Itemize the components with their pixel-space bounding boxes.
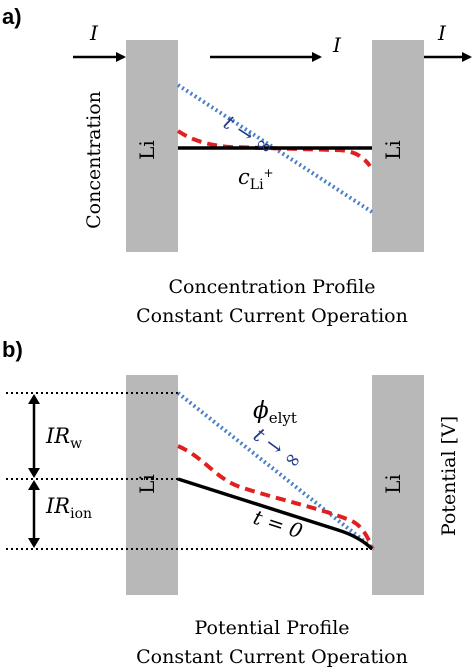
ir-w-arrow-head-top <box>28 394 40 404</box>
panel-b-phi-label: ϕelyt <box>253 398 297 427</box>
current-label-in: I <box>89 21 99 45</box>
panel-a-label: a) <box>2 4 22 29</box>
ir-ion-arrow-head-bottom <box>28 538 40 548</box>
panel-a: a) Li Li Concentration I I I t → ∞ cLi+ … <box>2 4 472 327</box>
ir-ion-label: IRion <box>45 494 92 522</box>
panel-b-right-electrode <box>372 375 424 595</box>
ir-ion-arrow-head-top <box>28 480 40 490</box>
panel-a-left-electrode-label: Li <box>135 140 159 160</box>
panel-b-left-electrode <box>126 375 178 595</box>
panel-a-right-electrode <box>372 40 424 252</box>
ir-ion-sub: ion <box>70 506 92 522</box>
panel-b-label: b) <box>2 337 23 362</box>
ir-w-label: IRw <box>45 424 82 452</box>
ir-ion-main: IR <box>45 494 70 518</box>
panel-b-phi-sub: elyt <box>269 409 297 427</box>
panel-b-initial-line <box>177 477 374 551</box>
ir-w-main: IR <box>45 424 70 448</box>
panel-a-left-electrode <box>126 40 178 252</box>
panel-b-steady-state-line <box>176 391 376 551</box>
ir-w-arrow-head-bottom <box>28 468 40 478</box>
panel-a-right-electrode-label: Li <box>381 140 405 160</box>
panel-a-conc-main: c <box>238 165 250 189</box>
current-label-out: I <box>437 21 447 45</box>
panel-b: b) Li Li Potential [V] IRw IRion ϕelyt t… <box>2 337 460 668</box>
panel-a-caption-line2: Constant Current Operation <box>136 305 408 327</box>
panel-b-y-axis-label: Potential [V] <box>438 416 460 536</box>
current-label-middle: I <box>332 33 342 57</box>
panel-b-intermediate-curve <box>177 444 374 549</box>
ir-w-sub: w <box>70 436 82 452</box>
panel-a-caption-line1: Concentration Profile <box>168 276 375 298</box>
panel-b-right-electrode-label: Li <box>381 474 405 494</box>
panel-b-left-electrode-label: Li <box>135 474 159 494</box>
panel-b-caption-line1: Potential Profile <box>194 617 349 639</box>
panel-a-conc-sub: Li <box>250 177 264 193</box>
panel-b-caption-line2: Constant Current Operation <box>136 646 408 668</box>
panel-a-y-axis-label: Concentration <box>83 91 105 229</box>
panel-b-phi-main: ϕ <box>253 398 269 424</box>
panel-a-conc-sup: + <box>264 166 274 180</box>
panel-b-t-zero-label: t = 0 <box>250 505 305 543</box>
panel-b-t-infinity-label: t → ∞ <box>249 423 307 474</box>
panel-a-concentration-label: cLi+ <box>238 165 274 193</box>
panel-a-t-infinity-label: t → ∞ <box>219 110 278 160</box>
